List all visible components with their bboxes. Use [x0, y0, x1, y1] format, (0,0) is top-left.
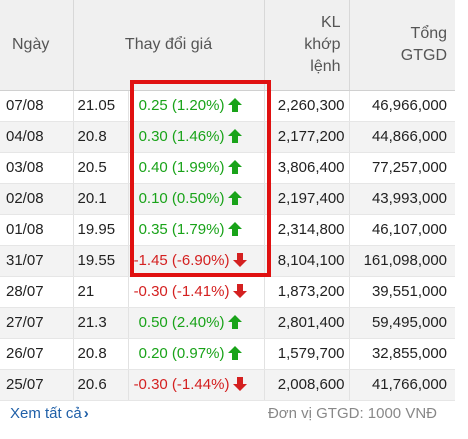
- cell-total-value: 39,551,000: [349, 276, 456, 308]
- cell-total-value: 77,257,000: [349, 152, 456, 184]
- cell-close-price: 20.5: [73, 152, 129, 184]
- cell-price-change: 0.35 (1.79%): [128, 214, 265, 246]
- cell-date: 27/07: [0, 307, 74, 339]
- cell-date: 07/08: [0, 90, 74, 122]
- header-price-change[interactable]: Thay đổi giá: [73, 0, 265, 91]
- cell-date: 25/07: [0, 369, 74, 401]
- price-history-panel: Ngày Thay đổi giá KL khớp lệnh Tổng GTGD…: [0, 0, 456, 430]
- header-matched-volume[interactable]: KL khớp lệnh: [264, 0, 350, 91]
- table-row: 25/07 20.6 -0.30 (-1.44%) 2,008,600 41,766,0…: [0, 369, 456, 401]
- cell-total-value: 32,855,000: [349, 338, 456, 370]
- change-value: -1.45 (-6.90%): [133, 252, 230, 269]
- cell-total-value: 46,966,000: [349, 90, 456, 122]
- cell-total-value: 161,098,000: [349, 245, 456, 277]
- table-row: 02/08 20.1 0.10 (0.50%) 2,197,400 43,993,000: [0, 183, 456, 215]
- change-value: -0.30 (-1.41%): [133, 283, 230, 300]
- table-row: 26/07 20.8 0.20 (0.97%) 1,579,700 32,855,000: [0, 338, 456, 370]
- cell-total-value: 59,495,000: [349, 307, 456, 339]
- change-value: 0.35 (1.79%): [138, 221, 225, 238]
- arrow-down-icon: [232, 252, 248, 268]
- table-row: 04/08 20.8 0.30 (1.46%) 2,177,200 44,866,000: [0, 121, 456, 153]
- cell-matched-volume: 2,260,300: [264, 90, 350, 122]
- cell-close-price: 21.3: [73, 307, 129, 339]
- cell-price-change: -0.30 (-1.44%): [128, 369, 265, 401]
- table-row: 01/08 19.95 0.35 (1.79%) 2,314,800 46,107,00…: [0, 214, 456, 246]
- cell-matched-volume: 2,008,600: [264, 369, 350, 401]
- cell-close-price: 21.05: [73, 90, 129, 122]
- cell-close-price: 19.55: [73, 245, 129, 277]
- see-all-label: Xem tất cả: [10, 405, 82, 422]
- cell-price-change: -0.30 (-1.41%): [128, 276, 265, 308]
- cell-close-price: 20.6: [73, 369, 129, 401]
- table-row: 27/07 21.3 0.50 (2.40%) 2,801,400 59,495,000: [0, 307, 456, 339]
- change-value: 0.50 (2.40%): [138, 314, 225, 331]
- change-value: 0.25 (1.20%): [138, 97, 225, 114]
- arrow-up-icon: [227, 190, 243, 206]
- cell-matched-volume: 1,579,700: [264, 338, 350, 370]
- header-row: Ngày Thay đổi giá KL khớp lệnh Tổng GTGD: [0, 0, 456, 91]
- cell-close-price: 20.8: [73, 338, 129, 370]
- header-value-line2: GTGD: [400, 46, 448, 64]
- cell-matched-volume: 2,177,200: [264, 121, 350, 153]
- cell-matched-volume: 3,806,400: [264, 152, 350, 184]
- cell-total-value: 46,107,000: [349, 214, 456, 246]
- cell-price-change: 0.25 (1.20%): [128, 90, 265, 122]
- arrow-up-icon: [227, 314, 243, 330]
- arrow-up-icon: [227, 128, 243, 144]
- cell-matched-volume: 1,873,200: [264, 276, 350, 308]
- change-value: -0.30 (-1.44%): [133, 376, 230, 393]
- see-all-link[interactable]: Xem tất cả ›: [10, 405, 89, 422]
- cell-price-change: 0.50 (2.40%): [128, 307, 265, 339]
- header-date[interactable]: Ngày: [0, 0, 74, 91]
- cell-date: 31/07: [0, 245, 74, 277]
- cell-price-change: 0.30 (1.46%): [128, 121, 265, 153]
- header-volume-line2: khớp: [304, 35, 341, 53]
- cell-close-price: 20.1: [73, 183, 129, 215]
- header-volume-line1: KL: [320, 13, 341, 31]
- cell-total-value: 43,993,000: [349, 183, 456, 215]
- table-row: 28/07 21 -0.30 (-1.41%) 1,873,200 39,551,000: [0, 276, 456, 308]
- arrow-down-icon: [232, 283, 248, 299]
- arrow-up-icon: [227, 159, 243, 175]
- cell-matched-volume: 2,314,800: [264, 214, 350, 246]
- cell-date: 01/08: [0, 214, 74, 246]
- arrow-down-icon: [232, 376, 248, 392]
- cell-price-change: -1.45 (-6.90%): [128, 245, 265, 277]
- price-history-table: Ngày Thay đổi giá KL khớp lệnh Tổng GTGD…: [0, 0, 456, 401]
- cell-price-change: 0.10 (0.50%): [128, 183, 265, 215]
- arrow-up-icon: [227, 345, 243, 361]
- cell-price-change: 0.40 (1.99%): [128, 152, 265, 184]
- table-footer: Xem tất cả › Đơn vị GTGD: 1000 VNĐ: [0, 400, 455, 430]
- change-value: 0.10 (0.50%): [138, 190, 225, 207]
- cell-date: 26/07: [0, 338, 74, 370]
- unit-note: Đơn vị GTGD: 1000 VNĐ: [267, 405, 437, 422]
- table-header: Ngày Thay đổi giá KL khớp lệnh Tổng GTGD: [0, 0, 456, 91]
- table-row: 03/08 20.5 0.40 (1.99%) 3,806,400 77,257,000: [0, 152, 456, 184]
- change-value: 0.40 (1.99%): [138, 159, 225, 176]
- cell-total-value: 41,766,000: [349, 369, 456, 401]
- cell-close-price: 20.8: [73, 121, 129, 153]
- arrow-up-icon: [227, 97, 243, 113]
- header-volume-line3: lệnh: [310, 57, 341, 75]
- cell-total-value: 44,866,000: [349, 121, 456, 153]
- change-value: 0.30 (1.46%): [138, 128, 225, 145]
- cell-price-change: 0.20 (0.97%): [128, 338, 265, 370]
- chevron-right-icon: ›: [83, 405, 89, 422]
- cell-date: 28/07: [0, 276, 74, 308]
- cell-close-price: 21: [73, 276, 129, 308]
- arrow-up-icon: [227, 221, 243, 237]
- cell-close-price: 19.95: [73, 214, 129, 246]
- cell-matched-volume: 8,104,100: [264, 245, 350, 277]
- cell-matched-volume: 2,197,400: [264, 183, 350, 215]
- header-total-value[interactable]: Tổng GTGD: [349, 0, 456, 91]
- cell-date: 02/08: [0, 183, 74, 215]
- cell-matched-volume: 2,801,400: [264, 307, 350, 339]
- table-body: 07/08 21.05 0.25 (1.20%) 2,260,300 46,966,00…: [0, 90, 456, 401]
- table-row: 31/07 19.55 -1.45 (-6.90%) 8,104,100 161,098…: [0, 245, 456, 277]
- cell-date: 04/08: [0, 121, 74, 153]
- change-value: 0.20 (0.97%): [138, 345, 225, 362]
- cell-date: 03/08: [0, 152, 74, 184]
- table-row: 07/08 21.05 0.25 (1.20%) 2,260,300 46,966,00…: [0, 90, 456, 122]
- header-value-line1: Tổng: [410, 24, 448, 42]
